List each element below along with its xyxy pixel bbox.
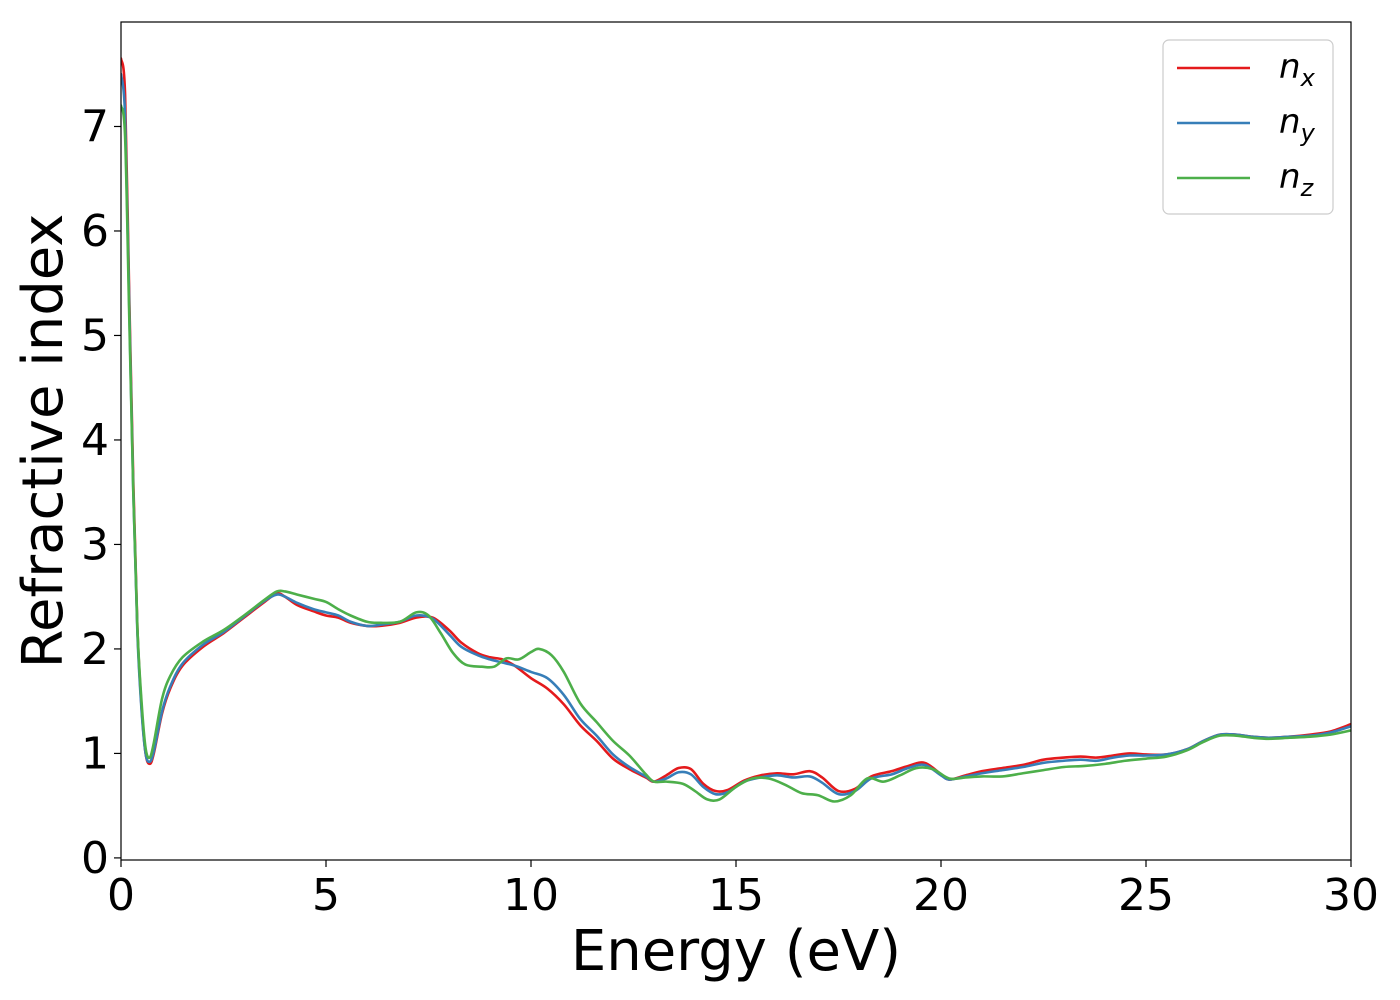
- y-tick-label: 0: [81, 833, 109, 884]
- x-axis: 0 5 10 15 20 25 30: [107, 860, 1379, 921]
- series-layer: [121, 57, 1351, 803]
- x-tick-label: 10: [503, 870, 559, 921]
- series-line-z: [121, 104, 1351, 803]
- x-tick-label: 5: [312, 870, 340, 921]
- y-axis-label: Refractive index: [11, 214, 76, 669]
- y-tick-label: 6: [81, 206, 109, 257]
- legend-box: [1162, 39, 1334, 215]
- legend-label-y: ny: [1279, 102, 1316, 147]
- legend-label-x: nx: [1279, 47, 1316, 92]
- x-tick-label: 0: [107, 870, 135, 921]
- y-tick-label: 2: [81, 624, 109, 675]
- y-tick-label: 3: [81, 519, 109, 570]
- legend-label-z: nz: [1279, 157, 1315, 202]
- x-axis-label: Energy (eV): [571, 919, 901, 984]
- x-tick-label: 25: [1118, 870, 1174, 921]
- x-tick-label: 15: [708, 870, 764, 921]
- x-tick-label: 30: [1323, 870, 1379, 921]
- y-tick-label: 7: [81, 101, 109, 152]
- legend: nx ny nz: [1162, 39, 1334, 215]
- y-tick-label: 5: [81, 310, 109, 361]
- y-axis: 0 1 2 3 4 5 6 7: [81, 101, 121, 884]
- y-tick-label: 1: [81, 728, 109, 779]
- y-tick-label: 4: [81, 415, 109, 466]
- x-tick-label: 20: [913, 870, 969, 921]
